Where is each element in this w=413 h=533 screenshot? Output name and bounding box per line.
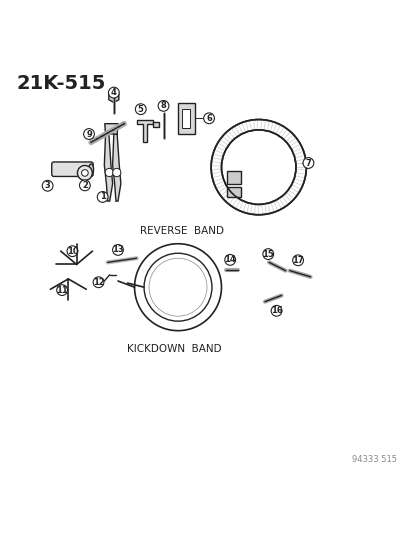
- Circle shape: [57, 285, 67, 295]
- Text: 12: 12: [93, 278, 104, 287]
- Polygon shape: [109, 91, 119, 102]
- Text: REVERSE  BAND: REVERSE BAND: [140, 227, 223, 236]
- Text: 14: 14: [224, 255, 235, 264]
- Ellipse shape: [88, 164, 93, 174]
- Circle shape: [158, 101, 169, 111]
- Text: 16: 16: [270, 306, 282, 316]
- Circle shape: [271, 305, 281, 316]
- Text: 3: 3: [45, 181, 50, 190]
- Circle shape: [135, 104, 146, 115]
- Polygon shape: [104, 134, 112, 201]
- Text: KICKDOWN  BAND: KICKDOWN BAND: [126, 344, 221, 354]
- Circle shape: [79, 180, 90, 191]
- Circle shape: [105, 168, 113, 176]
- Circle shape: [93, 277, 104, 288]
- FancyBboxPatch shape: [227, 171, 241, 184]
- Text: 1: 1: [100, 192, 105, 201]
- Circle shape: [112, 245, 123, 255]
- FancyBboxPatch shape: [52, 162, 93, 176]
- Text: 10: 10: [66, 247, 78, 256]
- Polygon shape: [104, 124, 118, 134]
- Polygon shape: [153, 123, 159, 126]
- Text: 9: 9: [86, 130, 92, 139]
- Circle shape: [77, 165, 92, 180]
- Bar: [178, 103, 194, 134]
- Text: 6: 6: [206, 114, 211, 123]
- Circle shape: [292, 255, 303, 265]
- Circle shape: [302, 158, 313, 168]
- Text: 2: 2: [82, 181, 88, 190]
- Circle shape: [262, 249, 273, 260]
- Text: 17: 17: [292, 256, 303, 265]
- Text: 7: 7: [305, 158, 311, 167]
- Text: 13: 13: [112, 245, 123, 254]
- Circle shape: [224, 254, 235, 265]
- Bar: [182, 109, 190, 128]
- Circle shape: [81, 169, 88, 176]
- Polygon shape: [112, 134, 121, 201]
- Circle shape: [97, 191, 108, 203]
- Circle shape: [112, 168, 121, 176]
- Circle shape: [203, 113, 214, 124]
- Circle shape: [108, 87, 119, 98]
- Text: 21K-515: 21K-515: [17, 74, 106, 93]
- Circle shape: [67, 246, 78, 256]
- Circle shape: [83, 128, 94, 140]
- Text: 15: 15: [262, 249, 273, 259]
- Polygon shape: [136, 119, 153, 142]
- Text: 8: 8: [160, 101, 166, 110]
- FancyBboxPatch shape: [227, 187, 241, 197]
- Text: 5: 5: [138, 104, 143, 114]
- Circle shape: [42, 180, 53, 191]
- Text: 94333 515: 94333 515: [351, 455, 396, 464]
- Text: 4: 4: [111, 88, 116, 97]
- Text: 11: 11: [56, 286, 68, 295]
